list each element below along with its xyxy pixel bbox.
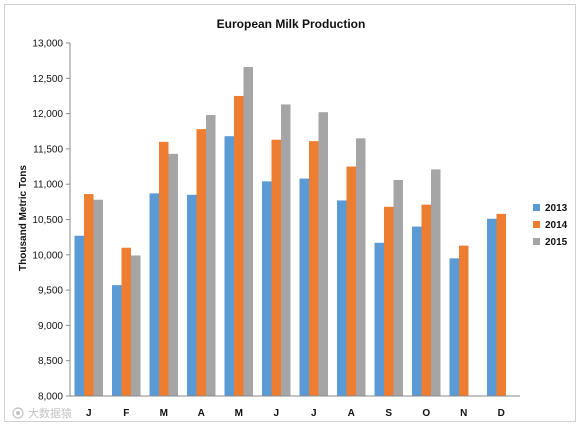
y-tick-label: 13,000 [32,39,63,50]
y-axis: 8,000 8,500 9,000 9,500 10,000 10,500 11,000 11… [32,39,71,403]
bar-2013-3 [149,193,159,396]
y-axis-label: Thousand Metric Tons [18,165,29,271]
watermark-logo-icon [12,407,24,419]
bar-2014-5 [234,95,244,396]
bar-2014-10 [421,204,431,396]
x-tick-label: A [198,408,205,419]
watermark-text: 大数据猿 [28,406,72,420]
bar-2014-4 [196,129,206,396]
y-tick-label: 8,000 [38,392,63,403]
legend-label-2015: 2015 [545,237,568,248]
bar-2015-6 [281,104,291,396]
bar-2014-12 [496,213,506,396]
bar-2013-5 [224,136,234,396]
x-tick-label: S [385,408,392,419]
bar-2014-1 [84,194,94,396]
chart-title: European Milk Production [217,17,366,31]
bar-2013-9 [374,242,384,396]
bar-2014-9 [384,206,394,396]
y-tick-label: 10,000 [32,250,63,261]
bar-2013-8 [337,200,347,396]
legend-swatch-2013 [533,204,540,211]
y-tick-label: 9,500 [38,286,63,297]
y-tick-label: 12,500 [32,74,63,85]
bar-2014-6 [271,139,281,397]
legend-label-2014: 2014 [545,220,568,231]
x-tick-label: M [235,408,243,419]
bar-2013-10 [412,226,422,396]
y-tick-label: 12,000 [32,109,63,120]
bar-2015-10 [431,169,441,396]
x-tick-label: F [123,408,129,419]
x-tick-label: J [273,408,279,419]
legend-swatch-2015 [533,238,540,245]
y-tick-label: 10,500 [32,215,63,226]
bar-2015-9 [393,179,403,396]
bar-2013-11 [449,258,459,396]
x-tick-label: J [86,408,92,419]
x-tick-label: J [311,408,317,419]
bar-2013-7 [299,178,309,396]
bar-2013-4 [187,194,197,396]
bar-2015-4 [206,115,216,397]
bar-2014-3 [159,141,169,396]
legend-swatch-2014 [533,221,540,228]
bar-2015-7 [318,112,328,397]
legend-label-2013: 2013 [545,203,568,214]
bar-2014-7 [309,141,319,396]
bar-2015-5 [243,67,253,396]
bar-2013-1 [74,235,84,396]
bar-2013-2 [112,285,122,396]
x-tick-label: M [160,408,168,419]
x-tick-label: D [498,408,505,419]
bar-2015-2 [131,255,141,396]
y-tick-label: 9,000 [38,321,63,332]
watermark: 大数据猿 [12,406,72,420]
bar-2015-1 [93,199,103,396]
y-tick-label: 11,000 [33,180,63,191]
bar-2013-12 [487,218,497,396]
bar-2015-8 [356,138,366,396]
x-tick-label: A [348,408,355,419]
bar-2013-6 [262,181,272,396]
x-tick-label: N [460,408,467,419]
legend: 2013 2014 2015 [533,203,568,248]
bar-2014-8 [346,166,356,396]
x-tick-label: O [422,408,430,419]
bar-2014-2 [121,247,131,396]
y-tick-label: 11,500 [33,144,63,155]
y-tick-label: 8,500 [38,356,63,367]
bars-group [74,67,506,397]
bar-2015-3 [168,153,178,396]
bar-2014-11 [459,245,469,396]
